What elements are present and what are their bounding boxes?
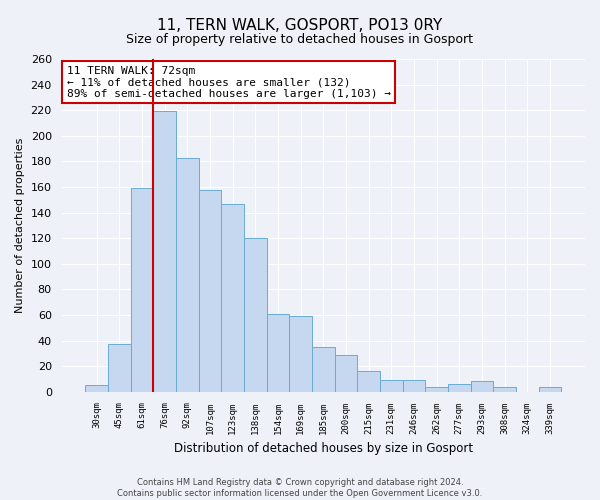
Bar <box>266 314 289 392</box>
Bar <box>199 190 221 392</box>
Bar <box>244 238 266 392</box>
Bar <box>403 380 425 392</box>
Bar <box>357 371 380 392</box>
Bar <box>312 347 335 392</box>
Bar <box>108 344 131 392</box>
Bar <box>221 204 244 392</box>
Bar <box>131 188 154 392</box>
Bar <box>425 386 448 392</box>
Text: 11, TERN WALK, GOSPORT, PO13 0RY: 11, TERN WALK, GOSPORT, PO13 0RY <box>157 18 443 32</box>
Text: Size of property relative to detached houses in Gosport: Size of property relative to detached ho… <box>127 32 473 46</box>
Bar <box>380 380 403 392</box>
Bar <box>176 158 199 392</box>
Bar <box>539 386 561 392</box>
Text: 11 TERN WALK: 72sqm
← 11% of detached houses are smaller (132)
89% of semi-detac: 11 TERN WALK: 72sqm ← 11% of detached ho… <box>67 66 391 99</box>
Y-axis label: Number of detached properties: Number of detached properties <box>15 138 25 313</box>
Bar <box>289 316 312 392</box>
Bar <box>85 386 108 392</box>
Text: Contains HM Land Registry data © Crown copyright and database right 2024.
Contai: Contains HM Land Registry data © Crown c… <box>118 478 482 498</box>
Bar <box>335 354 357 392</box>
Bar <box>154 112 176 392</box>
Bar <box>448 384 470 392</box>
Bar <box>470 382 493 392</box>
X-axis label: Distribution of detached houses by size in Gosport: Distribution of detached houses by size … <box>174 442 473 455</box>
Bar <box>493 386 516 392</box>
